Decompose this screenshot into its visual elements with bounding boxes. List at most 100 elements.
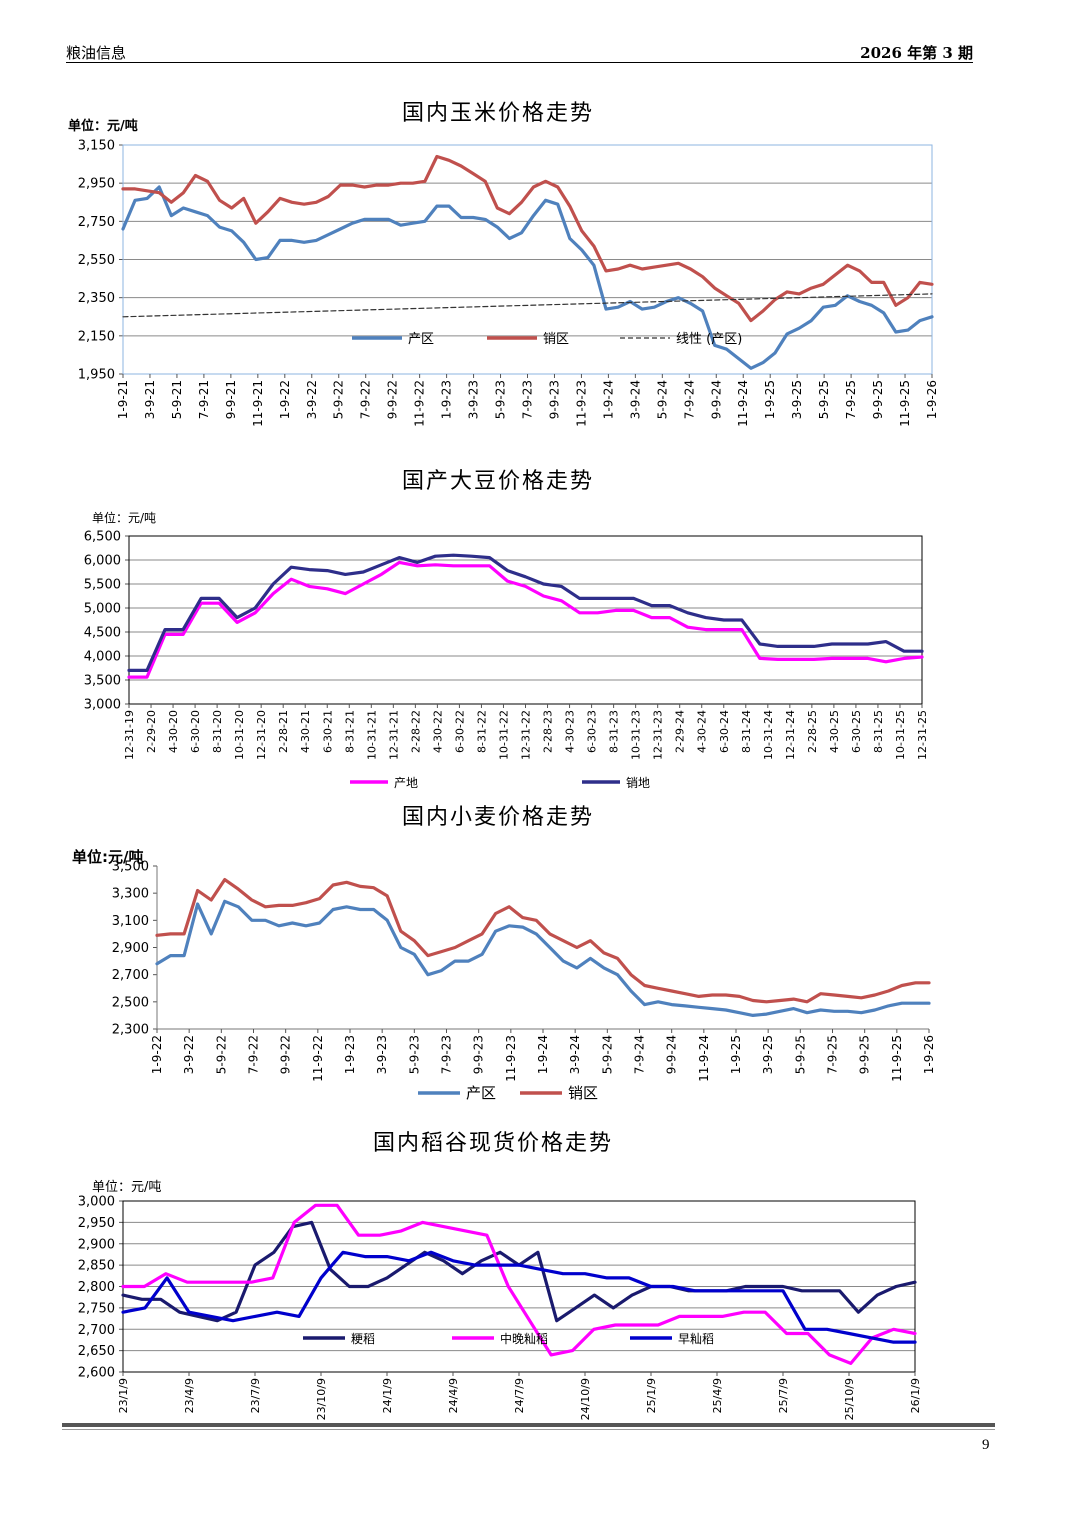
unit-label: 单位：元/吨 [68, 118, 138, 134]
x-tick-label: 11-9-23 [504, 1035, 518, 1082]
y-tick-label: 2,650 [78, 1344, 115, 1359]
x-tick-label: 11-9-24 [697, 1035, 711, 1082]
page-header: 粮油信息 2026 年第 3 期 [66, 40, 973, 63]
page-number: 9 [982, 1437, 990, 1453]
legend-label-1: 销区 [568, 1084, 598, 1102]
x-tick-label: 26/1/9 [909, 1378, 922, 1413]
x-tick-label: 11-9-22 [311, 1035, 325, 1082]
x-tick-label: 2-28-21 [277, 710, 290, 753]
x-tick-label: 10-31-22 [497, 710, 510, 760]
x-tick-label: 9-9-24 [665, 1035, 679, 1074]
x-tick-label: 8-31-25 [872, 710, 885, 753]
x-tick-label: 7-9-25 [844, 380, 858, 419]
y-tick-label: 2,950 [78, 1216, 115, 1231]
y-tick-label: 3,500 [84, 674, 121, 689]
x-tick-label: 11-9-22 [413, 380, 427, 427]
y-tick-label: 1,950 [78, 368, 115, 383]
x-tick-label: 5-9-25 [817, 380, 831, 419]
x-tick-label: 5-9-21 [170, 380, 184, 419]
x-tick-label: 9-9-23 [547, 380, 561, 419]
x-tick-label: 7-9-22 [359, 380, 373, 419]
x-tick-label: 1-9-26 [922, 1035, 936, 1074]
x-tick-label: 25/10/9 [843, 1378, 856, 1420]
unit-label: 单位：元/吨 [92, 510, 156, 525]
x-tick-label: 3-9-22 [182, 1035, 196, 1074]
y-tick-label: 2,350 [78, 291, 115, 306]
chart-title: 国产大豆价格走势 [402, 469, 594, 494]
x-tick-label: 1-9-25 [763, 380, 777, 419]
unit-label: 单位:元/吨 [72, 848, 143, 866]
x-tick-label: 3-9-21 [143, 380, 157, 419]
x-tick-label: 9-9-25 [858, 1035, 872, 1074]
y-tick-label: 2,700 [78, 1323, 115, 1338]
x-tick-label: 8-31-22 [475, 710, 488, 753]
x-tick-label: 5-9-24 [655, 380, 669, 419]
x-tick-label: 3-9-24 [628, 380, 642, 419]
y-tick-label: 2,900 [112, 941, 149, 956]
chart-title: 国内小麦价格走势 [402, 805, 594, 830]
y-tick-label: 2,550 [78, 253, 115, 268]
x-tick-label: 8-31-20 [211, 710, 224, 753]
x-tick-label: 11-9-25 [890, 1035, 904, 1082]
series-line-0 [127, 560, 924, 679]
x-tick-label: 24/1/9 [381, 1378, 394, 1413]
x-tick-label: 4-30-25 [828, 710, 841, 753]
x-tick-label: 24/4/9 [447, 1378, 460, 1413]
x-tick-label: 7-9-25 [826, 1035, 840, 1074]
y-tick-label: 2,900 [78, 1237, 115, 1252]
x-tick-label: 12-31-21 [387, 710, 400, 760]
x-tick-label: 12-31-20 [255, 710, 268, 760]
y-tick-label: 2,750 [78, 215, 115, 230]
x-tick-label: 25/1/9 [645, 1378, 658, 1413]
x-tick-label: 11-9-24 [736, 380, 750, 427]
x-tick-label: 3-9-22 [305, 380, 319, 419]
x-tick-label: 10-31-20 [233, 710, 246, 760]
x-tick-label: 3-9-25 [761, 1035, 775, 1074]
x-tick-label: 24/10/9 [579, 1378, 592, 1420]
x-tick-label: 23/7/9 [249, 1378, 262, 1413]
y-tick-label: 2,600 [78, 1366, 115, 1381]
series-line-2 [121, 1250, 917, 1344]
x-tick-label: 23/4/9 [183, 1378, 196, 1413]
x-tick-label: 1-9-24 [601, 380, 615, 419]
x-tick-label: 2-29-24 [674, 710, 687, 753]
x-tick-label: 10-31-21 [365, 710, 378, 760]
x-tick-label: 1-9-21 [116, 380, 130, 419]
y-tick-label: 3,100 [112, 914, 149, 929]
footer-rule [62, 1423, 995, 1427]
series-line-0 [155, 899, 931, 1017]
y-tick-label: 2,850 [78, 1259, 115, 1274]
x-tick-label: 3-9-23 [375, 1035, 389, 1074]
series-line-1 [127, 553, 924, 672]
x-tick-label: 4-30-22 [431, 710, 444, 753]
x-tick-label: 25/4/9 [711, 1378, 724, 1413]
y-tick-label: 2,800 [78, 1280, 115, 1295]
y-tick-label: 3,300 [112, 887, 149, 902]
x-tick-label: 3-9-24 [568, 1035, 582, 1074]
y-tick-label: 2,750 [78, 1301, 115, 1316]
x-tick-label: 2-29-20 [145, 710, 158, 753]
x-tick-label: 1-9-22 [150, 1035, 164, 1074]
y-tick-label: 2,300 [112, 1023, 149, 1038]
x-tick-label: 5-9-23 [407, 1035, 421, 1074]
x-tick-label: 23/10/9 [315, 1378, 328, 1420]
x-tick-label: 12-31-25 [916, 710, 929, 760]
series-line-1 [121, 154, 934, 323]
x-tick-label: 10-31-25 [894, 710, 907, 760]
x-tick-label: 6-30-20 [189, 710, 202, 753]
x-tick-label: 1-9-22 [278, 380, 292, 419]
x-tick-label: 25/7/9 [777, 1378, 790, 1413]
y-tick-label: 5,500 [84, 578, 121, 593]
x-tick-label: 1-9-23 [343, 1035, 357, 1074]
x-tick-label: 11-9-25 [898, 380, 912, 427]
x-tick-label: 1-9-23 [440, 380, 454, 419]
legend-label-2: 线性 (产区) [676, 332, 742, 347]
publication-name: 粮油信息 [66, 44, 127, 62]
x-tick-label: 1-9-26 [925, 380, 939, 419]
x-tick-label: 12-31-24 [784, 710, 797, 760]
x-tick-label: 23/1/9 [117, 1378, 130, 1413]
x-tick-label: 4-30-21 [299, 710, 312, 753]
x-tick-label: 9-9-22 [279, 1035, 293, 1074]
